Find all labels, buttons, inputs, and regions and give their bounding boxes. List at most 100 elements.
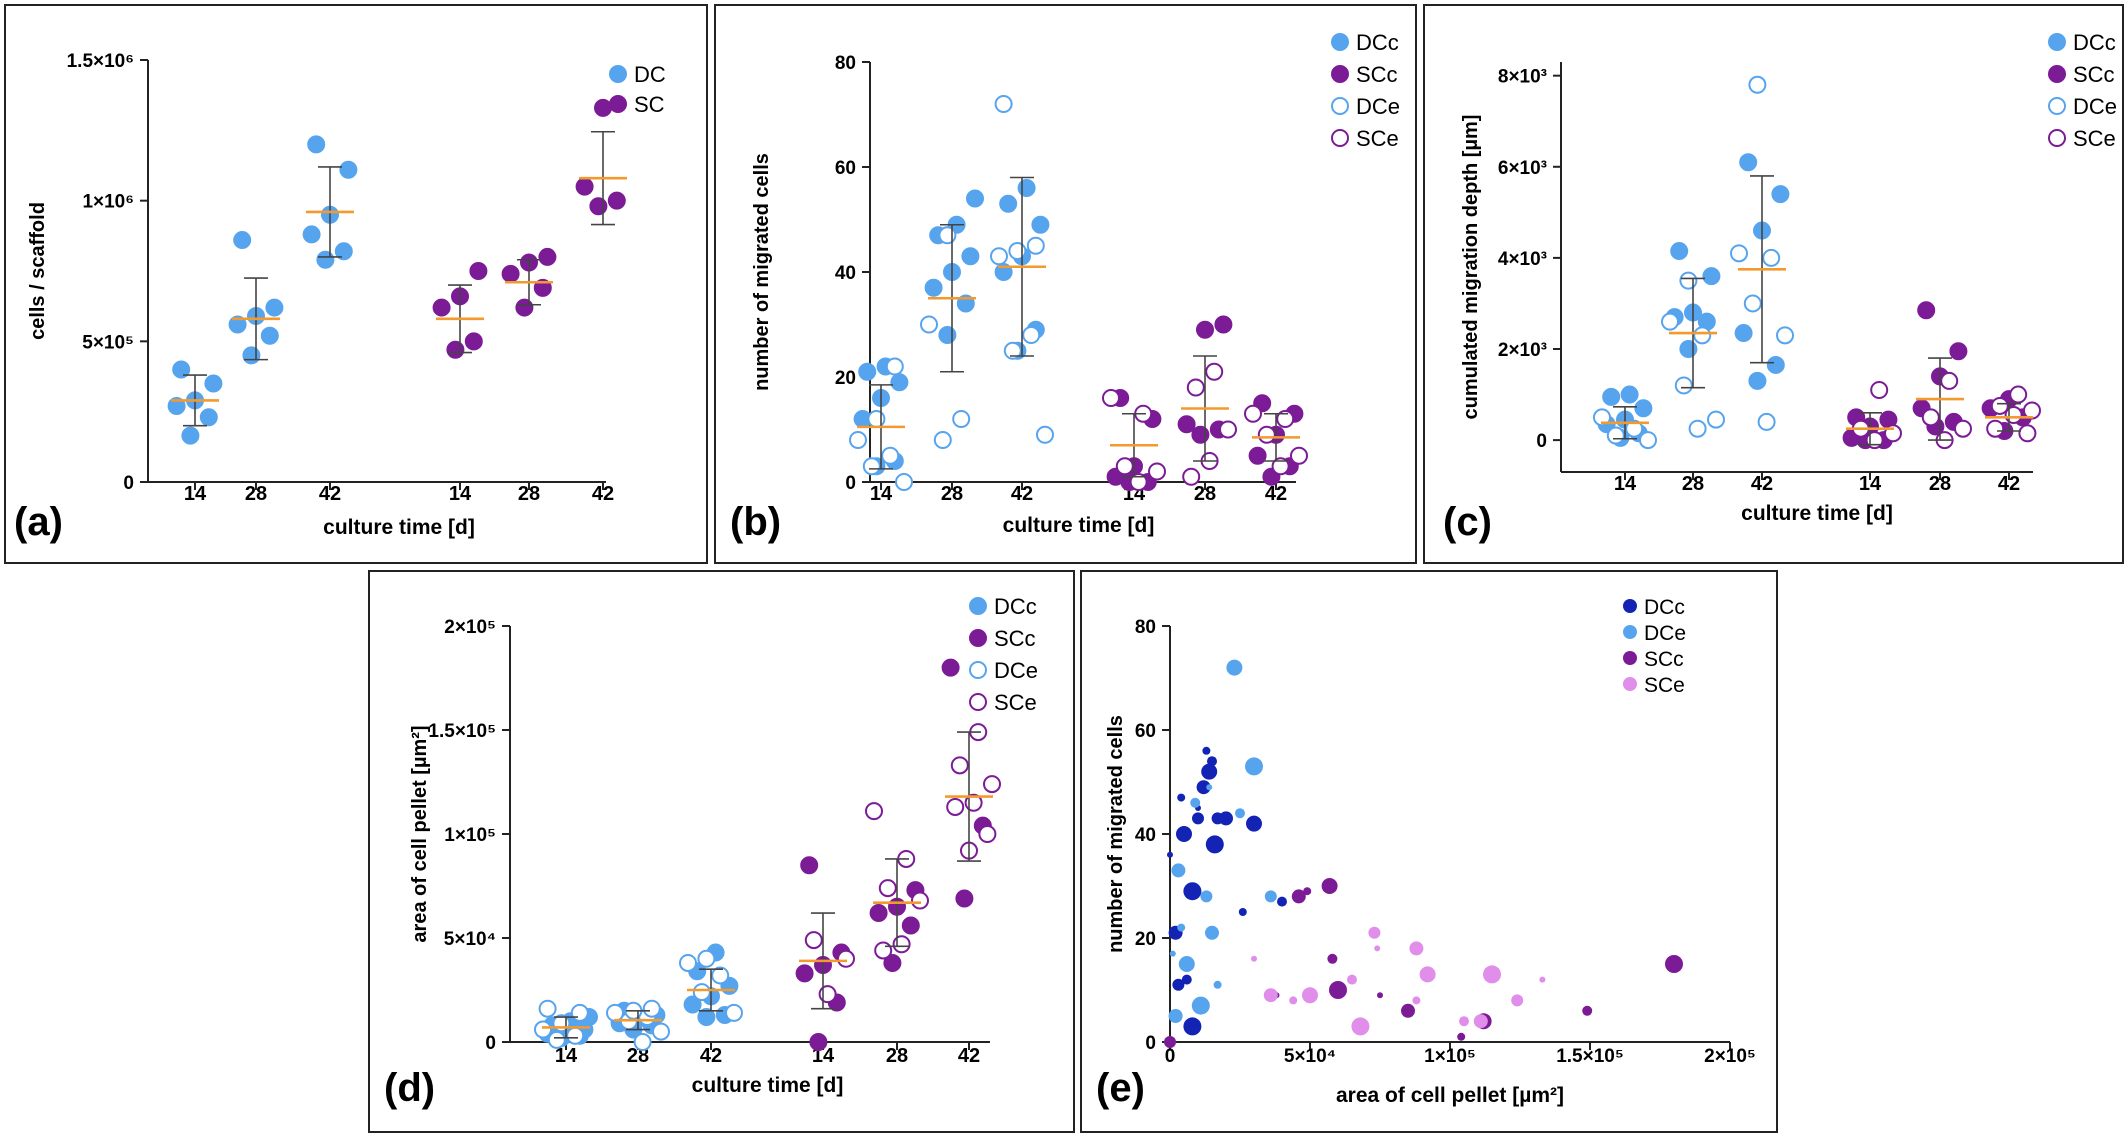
y-tick-label-d: 1×10⁵ <box>444 825 496 846</box>
legend-label-c: SCe <box>2073 126 2116 151</box>
data-point-d <box>642 999 661 1018</box>
data-point-e <box>1202 746 1211 755</box>
data-point-c <box>1865 431 1884 450</box>
data-point-b <box>1003 341 1022 360</box>
data-point-c <box>1990 396 2009 415</box>
data-point-c <box>1766 355 1785 374</box>
data-point-a <box>575 177 594 196</box>
y-tick-label-a: 1.5×10⁶ <box>67 51 134 72</box>
data-point-b <box>858 362 877 381</box>
data-point-d <box>547 1030 566 1049</box>
data-point-b <box>924 278 943 297</box>
data-point-e <box>1264 890 1277 903</box>
legend-label-b: DCc <box>1356 30 1399 55</box>
data-point-e <box>1263 988 1278 1003</box>
data-point-c <box>1639 431 1657 450</box>
y-tick-label-c: 2×10³ <box>1498 340 1547 361</box>
legend-marker-a <box>609 65 627 83</box>
data-point-e <box>1219 811 1233 826</box>
panel-label-b: (b) <box>730 500 782 544</box>
data-point-e <box>1582 1005 1593 1016</box>
data-point-d <box>606 1003 624 1022</box>
data-point-c <box>1776 326 1794 345</box>
y-tick-label-b: 20 <box>835 368 856 389</box>
legend-marker-d <box>969 629 987 647</box>
data-point-c <box>1762 248 1781 267</box>
data-point-a <box>199 408 218 427</box>
x-tick-label-e: 5×10⁴ <box>1284 1046 1336 1067</box>
data-point-b <box>862 457 881 476</box>
x-tick-label-a: 28 <box>245 483 267 505</box>
data-point-d <box>874 941 893 960</box>
data-point-e <box>1368 926 1381 939</box>
y-tick-label-c: 8×10³ <box>1498 67 1547 88</box>
data-point-e <box>1190 797 1201 808</box>
data-point-e <box>1246 815 1262 832</box>
data-point-d <box>809 1033 828 1051</box>
data-point-a <box>172 360 191 379</box>
x-axis-label-e: area of cell pellet [µm²] <box>1336 1084 1564 1107</box>
data-point-e <box>1196 780 1211 795</box>
legend-marker-c <box>2048 97 2066 115</box>
legend-label-d: DCe <box>994 658 1038 683</box>
data-point-e <box>1277 896 1287 907</box>
data-point-e <box>1172 978 1185 991</box>
legend-marker-b <box>1331 97 1349 115</box>
panel-label-a: (a) <box>14 500 63 544</box>
data-point-c <box>1739 153 1758 172</box>
x-tick-label-b: 28 <box>1194 483 1216 505</box>
data-point-d <box>883 953 902 972</box>
data-point-b <box>1148 462 1166 481</box>
data-point-d <box>697 949 716 968</box>
data-point-e <box>1374 945 1381 952</box>
data-point-e <box>1207 756 1217 767</box>
data-point-d <box>983 775 1001 794</box>
y-axis-label-e: number of migrated cells <box>1105 715 1127 953</box>
data-point-c <box>1748 75 1767 94</box>
data-point-a <box>316 250 335 269</box>
x-axis-label-d: culture time [d] <box>692 1074 844 1097</box>
data-point-a <box>432 298 451 317</box>
data-point-b <box>1129 473 1148 491</box>
data-point-c <box>1679 271 1698 290</box>
y-tick-label-e: 0 <box>1145 1033 1156 1054</box>
data-point-e <box>1303 887 1312 896</box>
data-point-e <box>1291 889 1306 904</box>
x-tick-label-d: 28 <box>886 1045 908 1067</box>
data-point-a <box>501 264 520 283</box>
data-point-d <box>795 964 814 983</box>
data-point-b <box>1276 410 1295 428</box>
data-point-d <box>725 1003 743 1022</box>
data-point-c <box>2009 385 2028 404</box>
data-point-d <box>534 1020 552 1039</box>
data-point-d <box>865 802 883 821</box>
data-point-d <box>692 983 711 1002</box>
data-point-b <box>1036 425 1054 444</box>
data-point-e <box>1191 996 1210 1015</box>
data-point-b <box>938 326 957 344</box>
y-tick-label-c: 0 <box>1536 431 1547 452</box>
data-point-e <box>1213 980 1222 989</box>
data-point-c <box>2018 424 2037 443</box>
data-point-b <box>966 189 984 208</box>
data-point-e <box>1329 981 1347 999</box>
data-point-c <box>1743 294 1762 313</box>
data-point-c <box>1693 326 1712 345</box>
data-point-c <box>1730 244 1748 263</box>
y-axis-label-a: cells / scaffold <box>27 202 49 340</box>
data-point-b <box>1102 389 1120 407</box>
data-point-b <box>1022 326 1041 344</box>
x-tick-label-d: 14 <box>555 1045 578 1067</box>
x-tick-label-b: 42 <box>1011 483 1033 505</box>
legend-marker-a <box>609 95 627 113</box>
legend-marker-e <box>1623 625 1637 639</box>
y-axis-label-c: cumulated migration depth [µm] <box>1460 115 1482 420</box>
data-point-d <box>633 1033 652 1051</box>
data-point-a <box>339 160 358 179</box>
data-point-e <box>1200 890 1213 903</box>
chart-e: 0 20 40 60 80 number of migrated cells 0 5×10⁴ 1… <box>1105 596 1756 1107</box>
data-point-e <box>1205 925 1219 940</box>
data-point-e <box>1183 1017 1202 1036</box>
x-tick-label-a: 14 <box>184 483 207 505</box>
y-tick-label-c: 4×10³ <box>1498 249 1547 270</box>
